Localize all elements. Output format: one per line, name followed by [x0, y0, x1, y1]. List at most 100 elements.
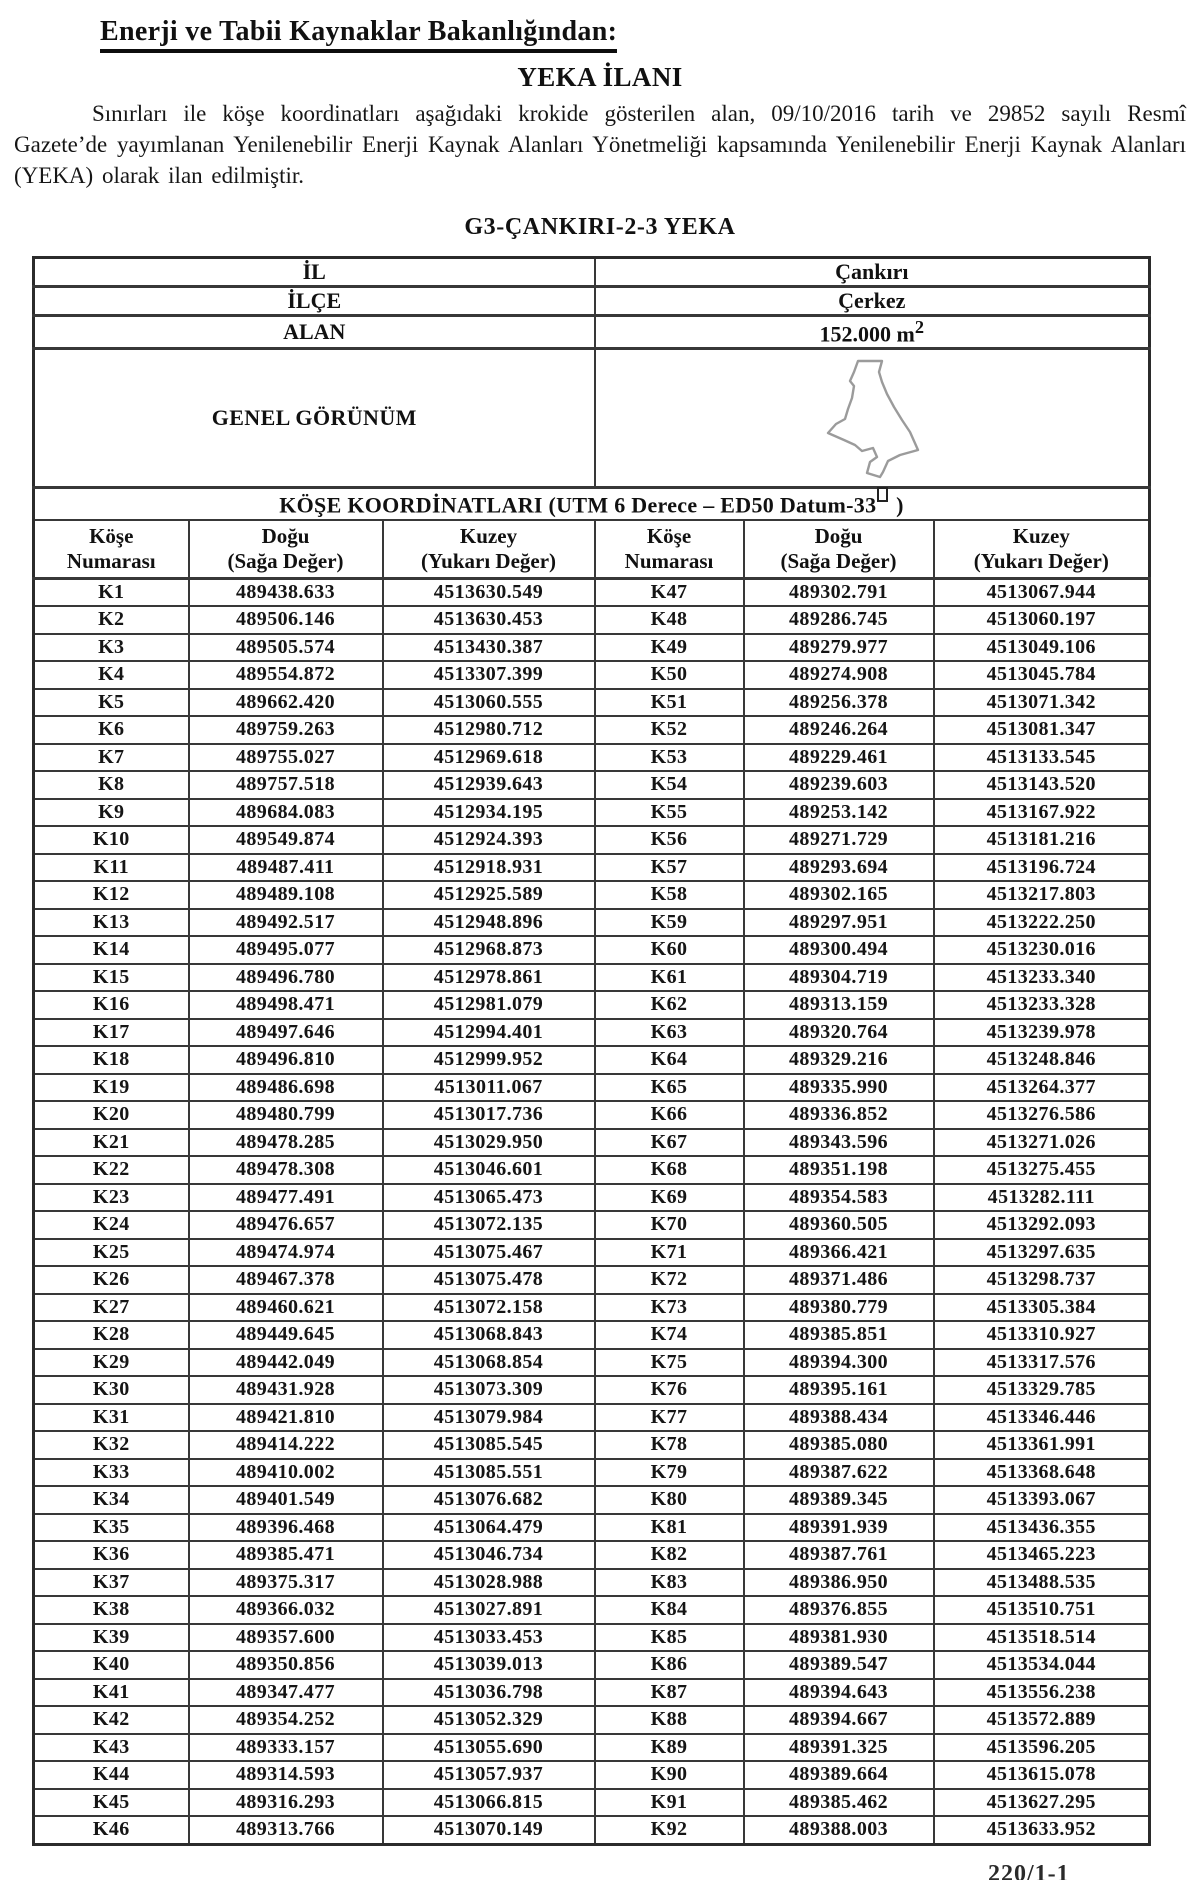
easting-cell: 489253.142 — [742, 797, 935, 828]
northing-cell: 4513196.724 — [932, 852, 1151, 883]
easting-cell: 489395.161 — [742, 1375, 935, 1405]
northing-cell: 4513079.984 — [381, 1402, 596, 1433]
easting-cell: 489335.990 — [742, 1072, 935, 1103]
easting-cell: 489410.002 — [187, 1457, 384, 1488]
table-row: K31 489421.810 4513079.984 K77 489388.43… — [32, 1402, 1151, 1433]
northing-cell: 4513039.013 — [381, 1650, 596, 1680]
easting-cell: 489505.574 — [187, 632, 384, 663]
easting-cell: 489389.345 — [742, 1485, 935, 1515]
table-row: K18 489496.810 4512999.952 K64 489329.21… — [32, 1045, 1151, 1075]
general-view-cell — [593, 347, 1151, 490]
northing-cell: 4513049.106 — [932, 632, 1151, 663]
area-value: 152.000 m2 — [593, 314, 1151, 351]
corner-number-cell: K33 — [32, 1457, 190, 1488]
table-row: K5 489662.420 4513060.555 K51 489256.378… — [32, 687, 1151, 718]
northing-cell: 4512934.195 — [381, 797, 596, 828]
easting-cell: 489478.285 — [187, 1127, 384, 1158]
northing-cell: 4513630.549 — [381, 577, 596, 608]
northing-cell: 4512978.861 — [381, 962, 596, 993]
northing-cell: 4513222.250 — [932, 907, 1151, 938]
easting-cell: 489394.667 — [742, 1705, 935, 1735]
column-header-easting-left: Doğu (Sağa Değer) — [187, 518, 384, 580]
northing-cell: 4513276.586 — [932, 1100, 1151, 1130]
corner-number-cell: K77 — [593, 1402, 745, 1433]
corner-number-cell: K20 — [32, 1100, 190, 1130]
northing-cell: 4513282.111 — [932, 1182, 1151, 1213]
corner-number-cell: K68 — [593, 1155, 745, 1185]
table-row: ALAN 152.000 m2 — [32, 314, 1151, 351]
corner-number-cell: K92 — [593, 1815, 745, 1846]
ministry-heading-text: Enerji ve Tabii Kaynaklar Bakanlığından: — [100, 16, 618, 53]
easting-cell: 489755.027 — [187, 742, 384, 773]
corner-number-cell: K84 — [593, 1595, 745, 1625]
corner-number-cell: K39 — [32, 1622, 190, 1653]
northing-cell: 4513085.545 — [381, 1430, 596, 1460]
easting-cell: 489336.852 — [742, 1100, 935, 1130]
corner-number-cell: K37 — [32, 1567, 190, 1598]
northing-cell: 4513076.682 — [381, 1485, 596, 1515]
northing-cell: 4513036.798 — [381, 1677, 596, 1708]
northing-cell: 4513307.399 — [381, 660, 596, 690]
easting-cell: 489496.810 — [187, 1045, 384, 1075]
table-row: K25 489474.974 4513075.467 K71 489366.42… — [32, 1237, 1151, 1268]
northing-cell: 4513067.944 — [932, 577, 1151, 608]
corner-number-cell: K10 — [32, 825, 190, 855]
table-row: K40 489350.856 4513039.013 K86 489389.54… — [32, 1650, 1151, 1680]
corner-number-cell: K19 — [32, 1072, 190, 1103]
easting-cell: 489442.049 — [187, 1347, 384, 1378]
easting-cell: 489414.222 — [187, 1430, 384, 1460]
northing-cell: 4512939.643 — [381, 770, 596, 800]
easting-cell: 489329.216 — [742, 1045, 935, 1075]
easting-cell: 489684.083 — [187, 797, 384, 828]
easting-cell: 489380.779 — [742, 1292, 935, 1323]
table-row: K28 489449.645 4513068.843 K74 489385.85… — [32, 1320, 1151, 1350]
easting-cell: 489385.462 — [742, 1787, 935, 1818]
easting-cell: 489246.264 — [742, 715, 935, 745]
table-row: K22 489478.308 4513046.601 K68 489351.19… — [32, 1155, 1151, 1185]
easting-cell: 489487.411 — [187, 852, 384, 883]
intro-paragraph: Sınırları ile köşe koordinatları aşağıda… — [14, 101, 1186, 188]
northing-cell: 4512918.931 — [381, 852, 596, 883]
easting-cell: 489662.420 — [187, 687, 384, 718]
table-row: K46 489313.766 4513070.149 K92 489388.00… — [32, 1815, 1151, 1846]
corner-number-cell: K83 — [593, 1567, 745, 1598]
easting-cell: 489759.263 — [187, 715, 384, 745]
table-row: K15 489496.780 4512978.861 K61 489304.71… — [32, 962, 1151, 993]
northing-cell: 4513017.736 — [381, 1100, 596, 1130]
northing-cell: 4513072.158 — [381, 1292, 596, 1323]
easting-cell: 489297.951 — [742, 907, 935, 938]
northing-cell: 4513181.216 — [932, 825, 1151, 855]
corner-number-cell: K87 — [593, 1677, 745, 1708]
district-label: İLÇE — [32, 285, 596, 317]
table-row: K13 489492.517 4512948.896 K59 489297.95… — [32, 907, 1151, 938]
easting-cell: 489391.325 — [742, 1732, 935, 1763]
corner-number-cell: K32 — [32, 1430, 190, 1460]
corner-number-cell: K54 — [593, 770, 745, 800]
easting-cell: 489314.593 — [187, 1760, 384, 1790]
coordinates-section-title-text: KÖŞE KOORDİNATLARI (UTM 6 Derece – ED50 … — [279, 492, 877, 518]
corner-number-cell: K76 — [593, 1375, 745, 1405]
easting-cell: 489388.003 — [742, 1815, 935, 1846]
easting-cell: 489366.421 — [742, 1237, 935, 1268]
corner-number-cell: K17 — [32, 1017, 190, 1048]
table-row: K17 489497.646 4512994.401 K63 489320.76… — [32, 1017, 1151, 1048]
table-row: K7 489755.027 4512969.618 K53 489229.461… — [32, 742, 1151, 773]
easting-cell: 489431.928 — [187, 1375, 384, 1405]
northing-cell: 4513233.328 — [932, 990, 1151, 1020]
corner-number-cell: K13 — [32, 907, 190, 938]
northing-cell: 4513271.026 — [932, 1127, 1151, 1158]
easting-cell: 489279.977 — [742, 632, 935, 663]
corner-number-cell: K11 — [32, 852, 190, 883]
coordinates-section-title: KÖŞE KOORDİNATLARI (UTM 6 Derece – ED50 … — [32, 486, 1151, 521]
easting-cell: 489333.157 — [187, 1732, 384, 1763]
easting-cell: 489388.434 — [742, 1402, 935, 1433]
corner-number-cell: K25 — [32, 1237, 190, 1268]
northing-cell: 4513346.446 — [932, 1402, 1151, 1433]
corner-number-cell: K31 — [32, 1402, 190, 1433]
northing-cell: 4513436.355 — [932, 1512, 1151, 1543]
corner-number-cell: K45 — [32, 1787, 190, 1818]
table-row: K42 489354.252 4513052.329 K88 489394.66… — [32, 1705, 1151, 1735]
corner-number-cell: K42 — [32, 1705, 190, 1735]
table-row: K2 489506.146 4513630.453 K48 489286.745… — [32, 605, 1151, 635]
